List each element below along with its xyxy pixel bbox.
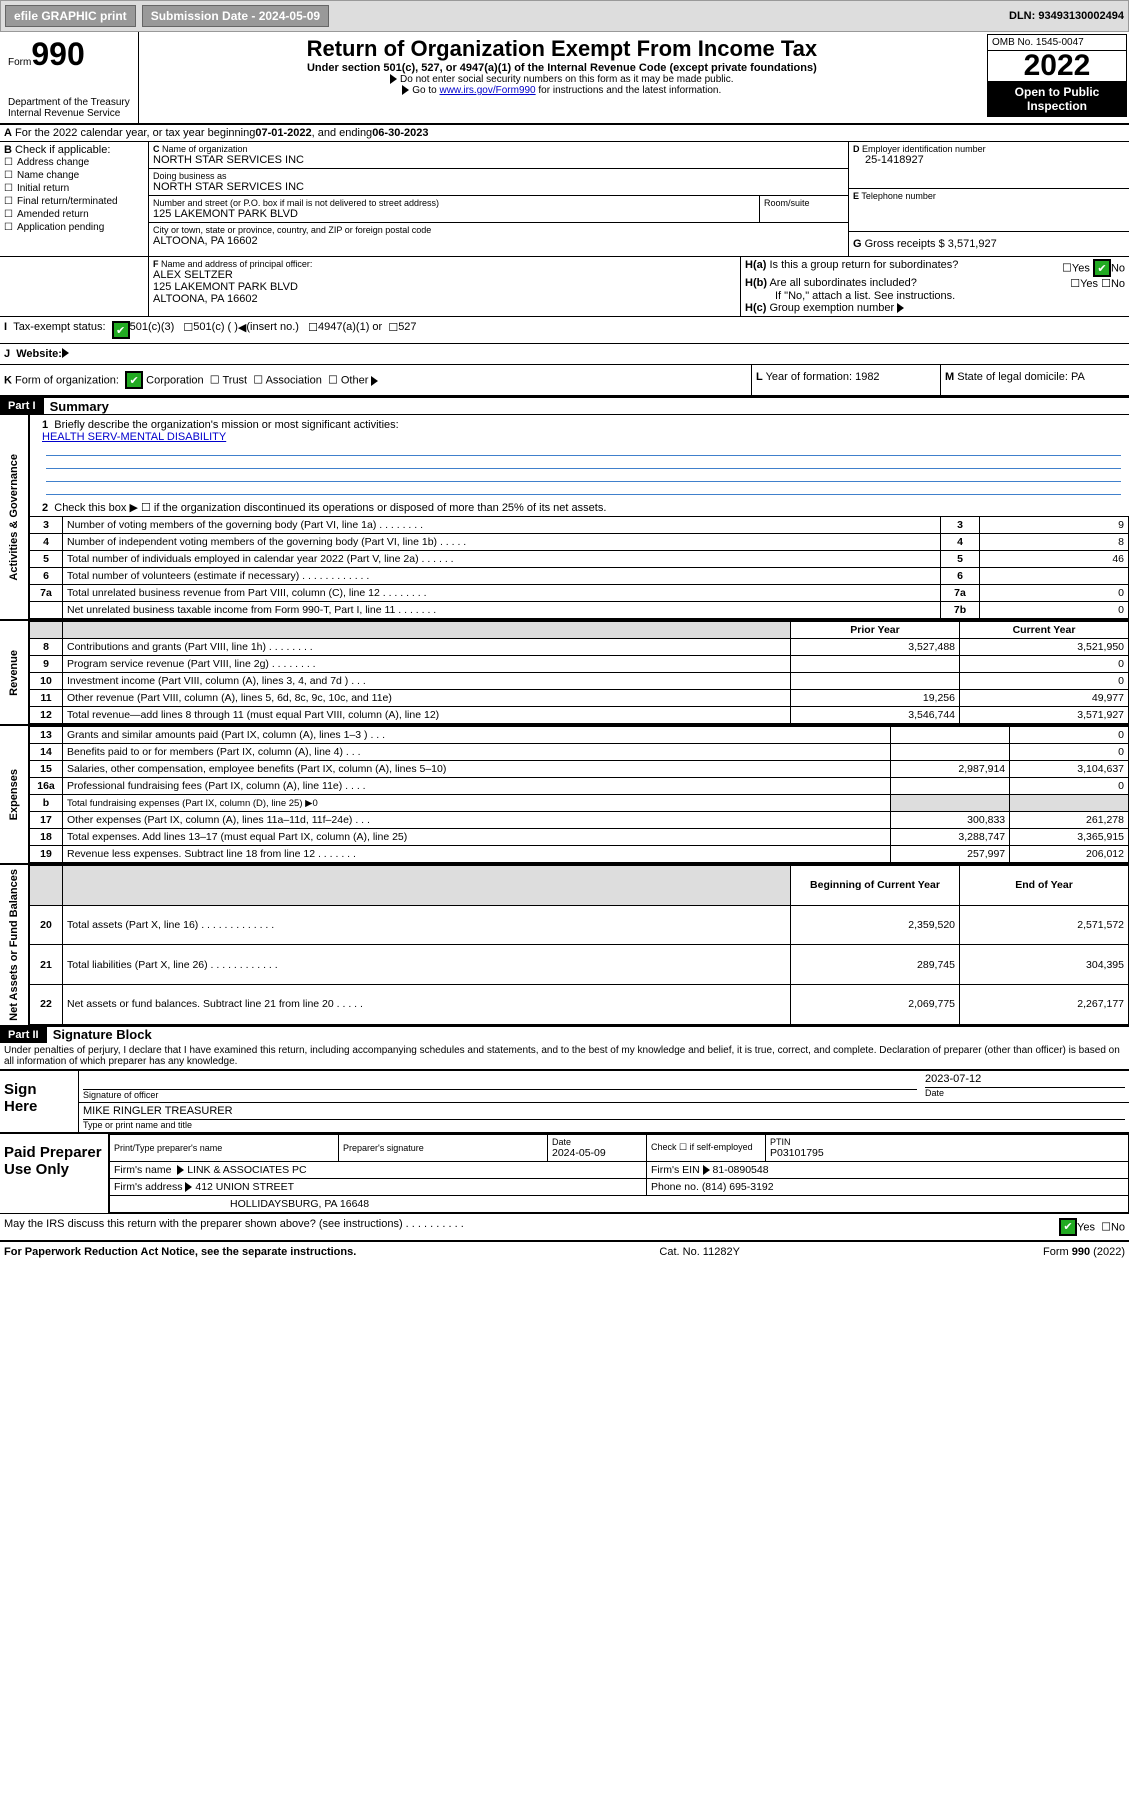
part-ii-header: Part II Signature Block	[0, 1025, 1129, 1043]
corp-checkbox[interactable]: ✔	[125, 371, 143, 389]
officer-sig-name: MIKE RINGLER TREASURER	[83, 1105, 1125, 1117]
expenses-table: 13Grants and similar amounts paid (Part …	[30, 726, 1129, 863]
city-state-zip: ALTOONA, PA 16602	[153, 235, 844, 247]
form-number: 990	[31, 36, 84, 72]
part-i-header: Part I Summary	[0, 396, 1129, 414]
discuss-row: May the IRS discuss this return with the…	[0, 1213, 1129, 1240]
mission-link[interactable]: HEALTH SERV-MENTAL DISABILITY	[42, 431, 226, 443]
dba-name: NORTH STAR SERVICES INC	[153, 181, 844, 193]
efile-button[interactable]: efile GRAPHIC print	[5, 5, 136, 27]
ptin: P03101795	[770, 1147, 824, 1159]
firm-name: LINK & ASSOCIATES PC	[187, 1164, 306, 1176]
instruction-1: Do not enter social security numbers on …	[143, 74, 981, 85]
entity-info-row: B Check if applicable: ☐ Address change …	[0, 142, 1129, 257]
preparer-table: Print/Type preparer's name Preparer's si…	[109, 1134, 1129, 1213]
sidebar-governance: Activities & Governance	[6, 450, 22, 585]
501c3-checkbox[interactable]: ✔	[112, 321, 130, 339]
footer: For Paperwork Reduction Act Notice, see …	[0, 1240, 1129, 1262]
tax-year: 2022	[987, 50, 1127, 81]
street-address: 125 LAKEMONT PARK BLVD	[153, 208, 755, 220]
net-assets-table: Beginning of Current YearEnd of Year20To…	[30, 865, 1129, 1025]
ein: 25-1418927	[853, 154, 1125, 166]
firm-ein: 81-0890548	[713, 1164, 769, 1176]
org-name: NORTH STAR SERVICES INC	[153, 154, 844, 166]
cb-initial-return[interactable]: ☐ Initial return	[4, 182, 144, 195]
form-subtitle: Under section 501(c), 527, or 4947(a)(1)…	[143, 62, 981, 74]
tax-year-range: A For the 2022 calendar year, or tax yea…	[0, 125, 1129, 142]
paid-preparer-label: Paid Preparer Use Only	[0, 1134, 109, 1213]
firm-addr1: 412 UNION STREET	[195, 1181, 294, 1193]
cb-name-change[interactable]: ☐ Name change	[4, 169, 144, 182]
toolbar: efile GRAPHIC print Submission Date - 20…	[0, 0, 1129, 32]
sidebar-net-assets: Net Assets or Fund Balances	[6, 865, 22, 1025]
tax-status-row: I Tax-exempt status: ✔ 501(c)(3) ☐ 501(c…	[0, 317, 1129, 344]
sidebar-expenses: Expenses	[6, 765, 22, 824]
governance-table: 3Number of voting members of the governi…	[30, 516, 1129, 619]
revenue-table: Prior YearCurrent Year8Contributions and…	[30, 621, 1129, 724]
year-formation: 1982	[855, 371, 879, 383]
sig-date: 2023-07-12	[925, 1073, 1125, 1085]
omb-number: OMB No. 1545-0047	[987, 34, 1127, 50]
form-org-row: K Form of organization: ✔ Corporation ☐ …	[0, 365, 1129, 396]
irs-link[interactable]: www.irs.gov/Form990	[439, 85, 535, 96]
firm-phone: (814) 695-3192	[702, 1181, 774, 1193]
officer-city: ALTOONA, PA 16602	[153, 293, 736, 305]
gross-receipts: 3,571,927	[948, 238, 997, 250]
state-domicile: PA	[1071, 371, 1085, 383]
form-title: Return of Organization Exempt From Incom…	[143, 36, 981, 62]
sign-here-label: Sign Here	[0, 1071, 79, 1132]
website-row: J Website:	[0, 344, 1129, 365]
form-label: Form	[8, 57, 31, 68]
form-header: Form990 Department of the Treasury Inter…	[0, 32, 1129, 125]
sidebar-revenue: Revenue	[6, 646, 22, 700]
irs-label: Internal Revenue Service	[8, 108, 130, 119]
public-inspection: Open to Public Inspection	[987, 81, 1127, 117]
discuss-yes-checkbox[interactable]: ✔	[1059, 1218, 1077, 1236]
officer-street: 125 LAKEMONT PARK BLVD	[153, 281, 736, 293]
submission-button[interactable]: Submission Date - 2024-05-09	[142, 5, 329, 27]
cb-amended[interactable]: ☐ Amended return	[4, 208, 144, 221]
instruction-2: Go to www.irs.gov/Form990 for instructio…	[143, 85, 981, 96]
firm-addr2: HOLLIDAYSBURG, PA 16648	[110, 1195, 1129, 1212]
cb-final-return[interactable]: ☐ Final return/terminated	[4, 195, 144, 208]
dept-treasury: Department of the Treasury	[8, 97, 130, 108]
penalty-statement: Under penalties of perjury, I declare th…	[0, 1043, 1129, 1069]
dln: DLN: 93493130002494	[1009, 10, 1124, 22]
cb-address-change[interactable]: ☐ Address change	[4, 156, 144, 169]
ha-no-checkbox[interactable]: ✔	[1093, 259, 1111, 277]
officer-name: ALEX SELTZER	[153, 269, 736, 281]
officer-group-row: F Name and address of principal officer:…	[0, 257, 1129, 317]
cb-pending[interactable]: ☐ Application pending	[4, 221, 144, 234]
